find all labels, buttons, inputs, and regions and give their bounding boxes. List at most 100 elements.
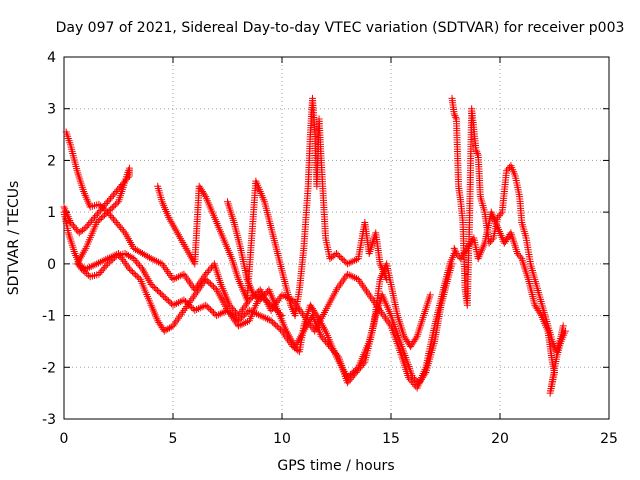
data-point bbox=[115, 198, 122, 206]
data-point bbox=[536, 310, 544, 318]
data-point bbox=[404, 374, 412, 382]
data-point bbox=[89, 215, 97, 223]
data-point bbox=[107, 253, 115, 261]
data-point bbox=[213, 312, 221, 320]
data-point bbox=[104, 198, 112, 206]
data-point bbox=[98, 267, 106, 275]
data-point bbox=[134, 260, 142, 268]
data-point bbox=[227, 303, 235, 311]
data-point bbox=[105, 254, 113, 262]
data-point bbox=[133, 272, 141, 280]
data-point bbox=[96, 258, 104, 266]
data-point bbox=[263, 315, 271, 323]
data-point bbox=[149, 256, 157, 264]
data-point bbox=[203, 277, 211, 285]
x-tick-label: 0 bbox=[60, 431, 69, 447]
data-point bbox=[561, 327, 569, 335]
data-point bbox=[407, 377, 415, 385]
data-point bbox=[96, 268, 104, 276]
data-point bbox=[95, 270, 103, 278]
data-point bbox=[133, 258, 141, 266]
data-point bbox=[151, 256, 159, 264]
data-point bbox=[188, 303, 196, 311]
data-point bbox=[345, 271, 353, 279]
data-point bbox=[234, 322, 242, 330]
data-point bbox=[559, 322, 567, 330]
tick-labels: 0 5 10 15 20 25 -3 -2 -1 0 1 2 3 4 bbox=[42, 50, 618, 447]
data-point bbox=[153, 286, 161, 294]
data-point bbox=[256, 296, 264, 304]
data-point bbox=[516, 253, 524, 261]
data-point bbox=[104, 255, 112, 263]
data-point bbox=[332, 349, 340, 357]
data-point bbox=[173, 274, 181, 282]
data-point bbox=[166, 298, 174, 306]
data-point bbox=[155, 288, 163, 296]
data-point bbox=[89, 262, 97, 270]
data-point bbox=[113, 250, 121, 258]
data-point bbox=[174, 273, 182, 281]
data-point bbox=[136, 262, 144, 270]
data-point bbox=[319, 334, 327, 342]
data-point bbox=[247, 295, 255, 303]
data-point bbox=[267, 317, 275, 325]
data-point bbox=[105, 210, 113, 218]
data-point bbox=[488, 236, 496, 244]
data-point bbox=[173, 300, 181, 308]
series-track-g bbox=[450, 208, 569, 397]
data-point bbox=[349, 273, 357, 281]
data-point bbox=[345, 377, 353, 385]
data-point bbox=[262, 314, 270, 322]
data-point bbox=[86, 218, 94, 226]
y-tick-label: 4 bbox=[47, 50, 56, 66]
data-point bbox=[352, 368, 360, 376]
data-point bbox=[329, 346, 337, 354]
x-tick-label: 10 bbox=[273, 431, 291, 447]
data-point bbox=[208, 281, 216, 289]
x-tick-label: 15 bbox=[382, 431, 400, 447]
data-point bbox=[343, 260, 351, 268]
data-point bbox=[191, 306, 199, 314]
data-point bbox=[258, 312, 266, 320]
data-point bbox=[111, 189, 119, 197]
data-point bbox=[71, 224, 79, 232]
data-point bbox=[230, 306, 238, 314]
data-point bbox=[167, 323, 175, 331]
data-point bbox=[330, 348, 338, 356]
data-point bbox=[351, 274, 359, 282]
data-point bbox=[97, 202, 105, 210]
data-point bbox=[109, 252, 117, 260]
data-point bbox=[205, 267, 213, 275]
data-point bbox=[100, 211, 108, 219]
series-track-e bbox=[224, 198, 434, 387]
data-point bbox=[322, 337, 330, 345]
data-point bbox=[118, 225, 126, 233]
data-markers bbox=[60, 94, 569, 397]
data-point bbox=[196, 304, 204, 312]
data-point bbox=[473, 150, 481, 158]
data-point bbox=[80, 225, 88, 233]
data-point bbox=[452, 250, 460, 258]
data-point bbox=[194, 305, 202, 313]
data-point bbox=[150, 283, 158, 291]
data-point bbox=[259, 293, 267, 301]
data-point bbox=[201, 191, 209, 199]
data-point bbox=[208, 263, 216, 271]
data-point bbox=[354, 367, 362, 375]
data-point bbox=[169, 301, 177, 309]
data-point bbox=[101, 263, 109, 271]
data-point bbox=[205, 304, 213, 312]
data-point bbox=[238, 320, 246, 328]
data-point bbox=[81, 268, 89, 276]
data-point bbox=[317, 332, 325, 340]
y-tick-label: 2 bbox=[47, 153, 56, 169]
data-point bbox=[98, 203, 106, 211]
x-tick-label: 20 bbox=[491, 431, 509, 447]
data-point bbox=[383, 275, 391, 283]
axis-ticks bbox=[63, 56, 610, 420]
data-point bbox=[149, 282, 157, 290]
data-point bbox=[97, 214, 105, 222]
data-point bbox=[202, 301, 210, 309]
data-point bbox=[87, 262, 95, 270]
data-point bbox=[345, 259, 353, 267]
